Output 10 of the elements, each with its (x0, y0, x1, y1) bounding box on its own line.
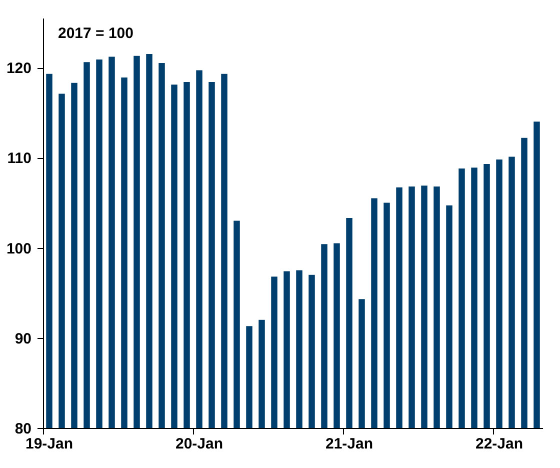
y-tick-label: 90 (14, 330, 32, 348)
x-tick-label: 21-Jan (325, 436, 374, 452)
x-tick-label: 19-Jan (25, 436, 74, 452)
y-tick-label: 80 (14, 420, 32, 438)
annotation: 2017 = 100 (58, 25, 134, 42)
y-tick-label: 100 (6, 240, 32, 258)
y-tick-label: 110 (7, 150, 32, 168)
y-tick-label: 120 (6, 60, 32, 78)
x-tick-label: 20-Jan (175, 436, 224, 452)
x-tick-label: 22-Jan (475, 436, 524, 452)
